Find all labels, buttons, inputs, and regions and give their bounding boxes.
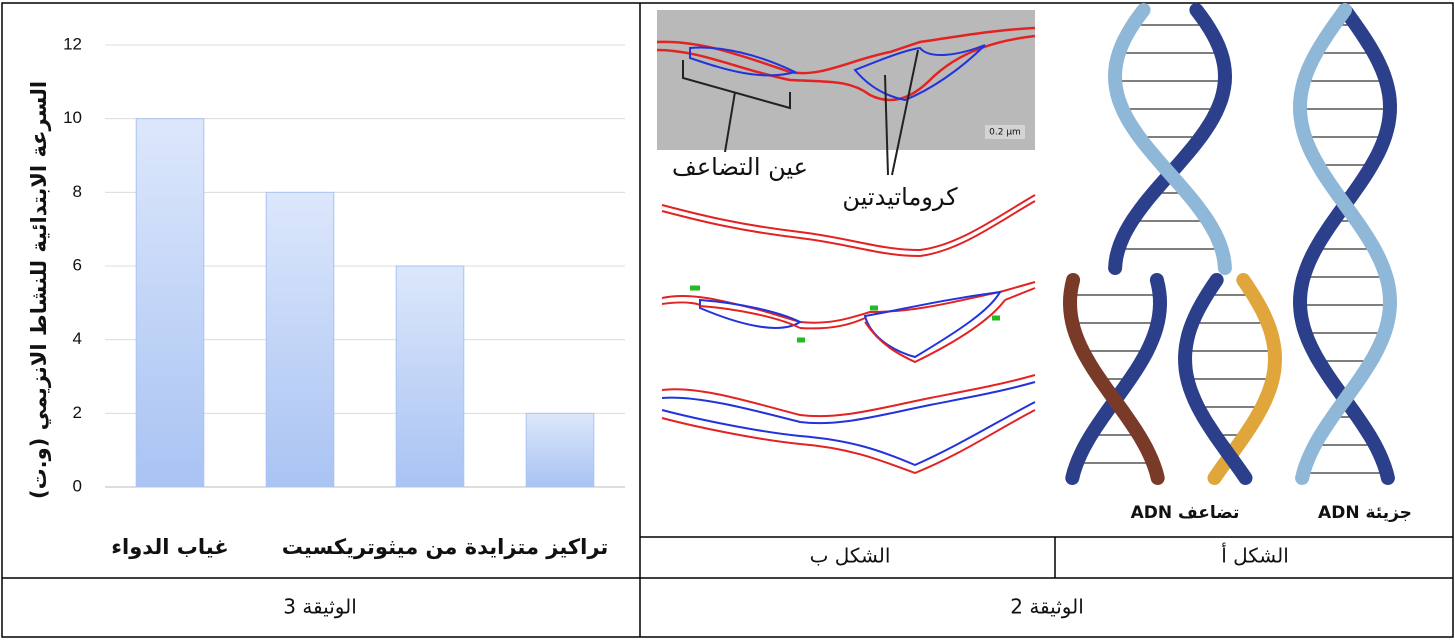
caption: الشكل ب bbox=[810, 544, 891, 568]
strand bbox=[1062, 273, 1165, 485]
y-axis-title: السرعة الابتدائية للنشاط الانزيمي (و.ت) bbox=[27, 81, 51, 499]
label: كروماتيدتين bbox=[842, 183, 958, 211]
dna-stage-3 bbox=[661, 374, 1036, 475]
bracket bbox=[682, 60, 791, 110]
y-tick-label: 12 bbox=[63, 34, 82, 53]
strand bbox=[1207, 273, 1283, 485]
y-tick-label: 2 bbox=[73, 403, 82, 422]
bar bbox=[135, 118, 205, 488]
pointer bbox=[724, 91, 736, 153]
scale-label: 0.2 µm bbox=[989, 128, 1021, 138]
x-tick-label: غياب الدواء bbox=[111, 535, 228, 559]
caption: الشكل أ bbox=[1221, 543, 1289, 568]
figure-a bbox=[1062, 3, 1398, 485]
strand bbox=[1108, 3, 1233, 275]
dna-stage-1 bbox=[661, 194, 1036, 258]
strand bbox=[1107, 3, 1232, 275]
caption: الوثيقة 2 bbox=[1010, 595, 1084, 619]
strand bbox=[1177, 273, 1253, 485]
group-label: تراكيز متزايدة من ميثوتريكسيت bbox=[282, 535, 609, 559]
y-tick-label: 6 bbox=[73, 255, 82, 274]
chromatid bbox=[853, 44, 986, 102]
micrograph bbox=[657, 10, 1035, 150]
figure-b: 0.2 µm عين التضاعف كروماتيدتين bbox=[656, 10, 1036, 475]
label: جزيئة ADN bbox=[1318, 503, 1412, 523]
y-tick-label: 4 bbox=[73, 329, 82, 348]
bar bbox=[395, 265, 465, 488]
bar bbox=[265, 191, 335, 488]
dna-stage-2 bbox=[661, 281, 1036, 364]
y-tick-label: 10 bbox=[63, 108, 82, 127]
strand bbox=[1065, 273, 1168, 485]
scale-box bbox=[985, 125, 1025, 139]
pointer bbox=[891, 49, 919, 176]
caption: الوثيقة 3 bbox=[283, 595, 357, 619]
pointer bbox=[884, 74, 889, 176]
y-tick-label: 8 bbox=[73, 182, 82, 201]
bar bbox=[525, 412, 595, 488]
dna-line bbox=[656, 34, 1036, 102]
chromatid bbox=[689, 46, 798, 77]
label: عين التضاعف bbox=[672, 153, 808, 181]
y-tick-label: 0 bbox=[73, 476, 82, 495]
bar-chart: 0 2 4 6 8 10 12 غياب الدواء تراكيز متزايدة من مي… bbox=[27, 34, 625, 559]
strand bbox=[1292, 3, 1398, 485]
label: تضاعف ADN bbox=[1131, 503, 1240, 523]
